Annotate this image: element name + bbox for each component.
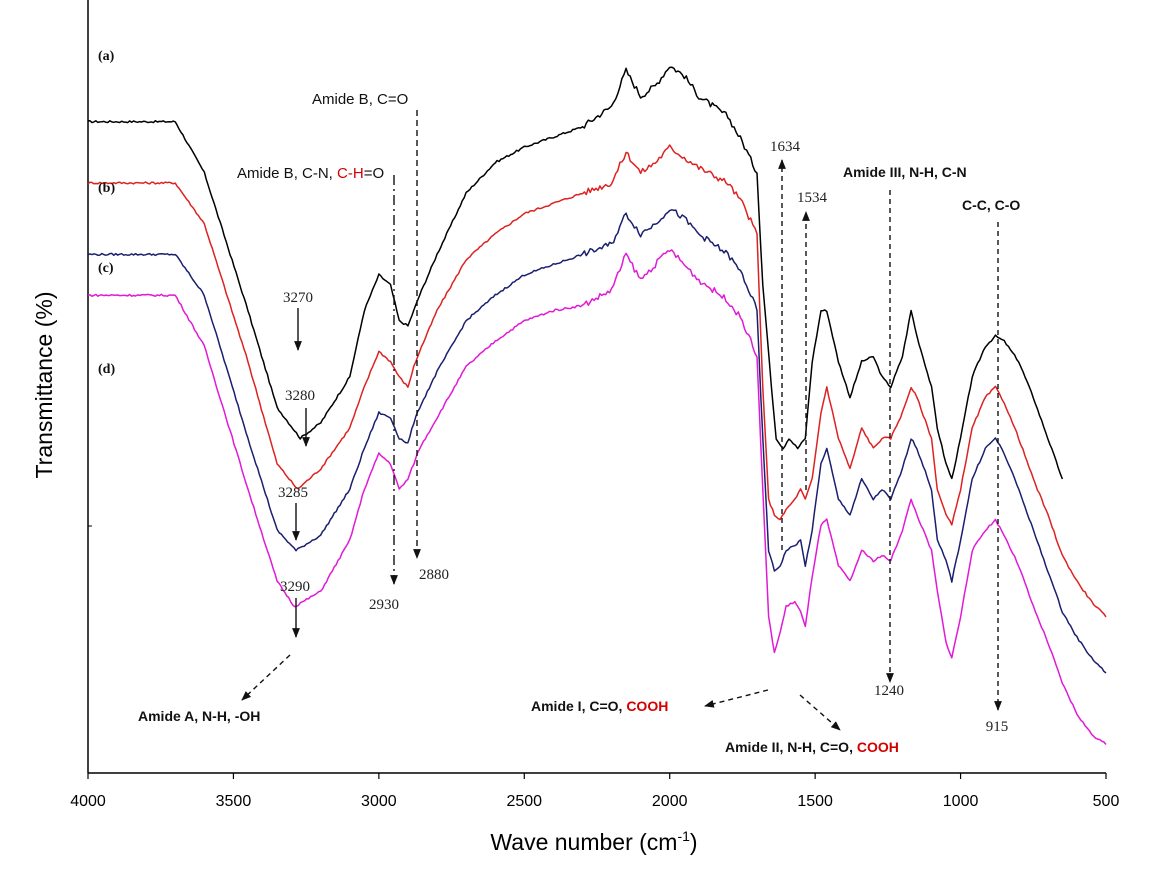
peak-label-2880: 2880 (419, 567, 449, 583)
peak-label-1634: 1634 (770, 139, 801, 155)
x-tick-label: 3500 (216, 793, 252, 810)
annotation-amide-i: Amide I, C=O, COOH (531, 698, 668, 714)
annotation-amide-b-cn: Amide B, C-N, C-H=O (237, 165, 384, 182)
x-tick-label: 2000 (652, 793, 688, 810)
x-ticks: 4000 3500 3000 2500 2000 1500 1000 500 (70, 773, 1119, 810)
panel-label-a: (a) (98, 49, 115, 64)
x-tick-label: 4000 (70, 793, 106, 810)
arrow-amide-i (704, 689, 769, 708)
x-tick-label: 1500 (797, 793, 833, 810)
panel-label-d: (d) (98, 362, 115, 377)
peak-label-1534: 1534 (797, 190, 828, 206)
annotation-amide-b-co: Amide B, C=O (312, 91, 408, 108)
series-group (87, 66, 1107, 745)
series-line-c (87, 209, 1107, 674)
series-line-d (87, 249, 1107, 745)
annotation-amide-a: Amide A, N-H, -OH (138, 708, 260, 724)
arrow-amide-a (241, 654, 291, 701)
x-tick-label: 2500 (506, 793, 542, 810)
arrow-amide-ii (799, 694, 841, 731)
peak-label-3270: 3270 (283, 290, 313, 306)
y-axis-title: Transmittance (%) (31, 291, 57, 478)
x-axis-title: Wave number (cm-1) (490, 828, 697, 855)
peak-label-1240: 1240 (874, 683, 904, 699)
peak-label-3290: 3290 (280, 579, 310, 595)
annotation-arrows (241, 110, 1002, 731)
annotation-amide-iii: Amide III, N-H, C-N (843, 164, 967, 180)
peak-label-2930: 2930 (369, 597, 399, 613)
x-tick-label: 3000 (361, 793, 397, 810)
annotation-cc-co: C-C, C-O (962, 197, 1020, 213)
x-tick-label: 1000 (943, 793, 979, 810)
peak-label-3285: 3285 (278, 485, 308, 501)
panel-label-c: (c) (98, 261, 114, 276)
panel-label-b: (b) (98, 181, 115, 196)
series-line-a (87, 66, 1064, 480)
annotation-amide-ii: Amide II, N-H, C=O, COOH (725, 739, 899, 755)
x-tick-label: 500 (1093, 793, 1120, 810)
peak-label-3280: 3280 (285, 388, 315, 404)
series-line-b (87, 144, 1107, 618)
peak-label-915: 915 (986, 719, 1009, 735)
